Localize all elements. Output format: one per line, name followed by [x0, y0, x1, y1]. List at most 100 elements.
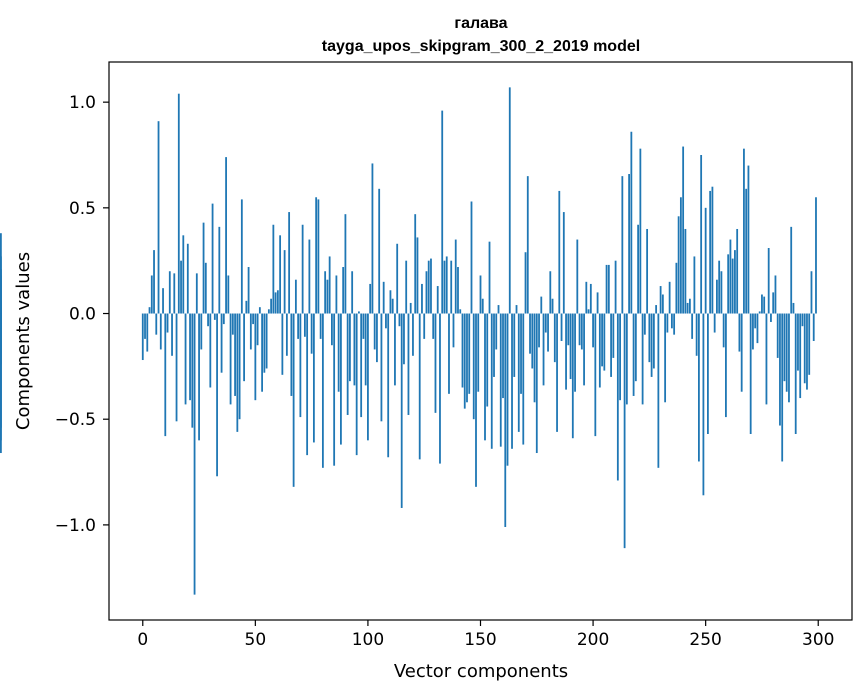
bar-8: [159, 313, 162, 350]
bar-213: [621, 176, 624, 314]
bar-257: [720, 271, 723, 314]
bar-226: [650, 313, 653, 377]
bar-269: [747, 165, 750, 314]
bar-236: [673, 313, 676, 335]
bar-55: [265, 313, 268, 369]
bar-243: [688, 298, 691, 314]
x-axis-label: Vector components: [394, 661, 568, 682]
bar-85: [333, 313, 336, 466]
bar-148: [475, 313, 477, 487]
bar-222: [641, 313, 644, 405]
bar-170: [524, 252, 527, 314]
bar-87: [337, 313, 340, 392]
bar-107: [382, 281, 385, 314]
bar-151: [481, 298, 484, 314]
bar-209: [612, 313, 615, 358]
bar-114: [398, 313, 401, 327]
bar-189: [567, 313, 570, 346]
bar-69: [297, 313, 300, 339]
chart-title: галава: [454, 15, 507, 32]
bar-95: [355, 313, 358, 456]
bar-183: [553, 313, 556, 363]
bar-86: [335, 275, 338, 314]
bar-221: [639, 148, 642, 314]
bar-135: [445, 256, 448, 314]
bar-98: [362, 313, 365, 339]
bar-74: [308, 239, 311, 314]
bar-68: [294, 279, 297, 314]
bar-115: [400, 313, 403, 508]
bar-37: [225, 157, 227, 314]
bar-122: [416, 237, 419, 314]
bar-290: [794, 313, 797, 434]
bar-72: [303, 313, 306, 337]
bar-267: [743, 148, 745, 314]
bar-228: [655, 305, 658, 314]
bar-256: [718, 260, 721, 314]
bar-147: [472, 313, 475, 420]
bar-97: [360, 313, 363, 418]
bar-277: [765, 313, 768, 405]
bar-117: [405, 260, 408, 314]
bar-271: [752, 313, 754, 350]
bar-62: [281, 313, 284, 375]
bar-63: [283, 250, 286, 314]
plot-frame: [108, 61, 853, 621]
bar-242: [686, 302, 689, 314]
bar-54: [263, 313, 266, 373]
bar-84: [331, 313, 333, 346]
bar-254: [713, 313, 716, 333]
bar-155: [490, 313, 493, 449]
bar-235: [670, 313, 673, 329]
bar-104: [376, 313, 378, 363]
bar-171: [526, 176, 529, 314]
bar-270: [749, 313, 752, 434]
bar-164: [511, 313, 513, 449]
bar-119: [409, 302, 412, 314]
bar-6: [155, 313, 158, 335]
bar-44: [240, 199, 243, 314]
bar-33: [216, 313, 218, 477]
bar-225: [648, 313, 651, 363]
bar-211: [616, 313, 619, 481]
bar-30: [209, 313, 212, 388]
bar-296: [808, 313, 811, 375]
bar-160: [502, 313, 504, 399]
bar-276: [763, 296, 766, 314]
bar-28: [204, 262, 207, 314]
x-tick-label: 0: [137, 630, 148, 650]
bar-100: [367, 313, 369, 441]
bar-219: [634, 313, 637, 382]
bar-38: [227, 275, 230, 314]
bar-56: [267, 309, 270, 314]
bar-282: [776, 313, 779, 358]
bars-group: [0, 87, 817, 595]
bar-294: [803, 313, 806, 384]
bar-273: [756, 313, 759, 344]
bar-286: [785, 313, 788, 392]
bar-244: [691, 313, 694, 339]
bar-179: [544, 313, 547, 333]
bar-9: [162, 288, 164, 314]
x-tick-label: 250: [689, 630, 721, 650]
bar-184: [556, 313, 558, 432]
bar-57: [270, 298, 273, 314]
bar-266: [740, 313, 743, 392]
bar-18: [182, 235, 185, 314]
bar-undefined: [0, 313, 2, 365]
bar-289: [792, 302, 795, 314]
bar-144: [466, 313, 468, 403]
bar-191: [571, 313, 574, 439]
bar-47: [247, 267, 250, 314]
bar-110: [389, 290, 392, 314]
bar-42: [236, 313, 239, 432]
bar-124: [421, 283, 423, 314]
bar-287: [788, 313, 790, 403]
bar-232: [664, 313, 667, 403]
bar-0: [141, 313, 144, 361]
bar-2: [146, 313, 149, 352]
bar-136: [448, 313, 450, 394]
bar-139: [454, 239, 457, 314]
